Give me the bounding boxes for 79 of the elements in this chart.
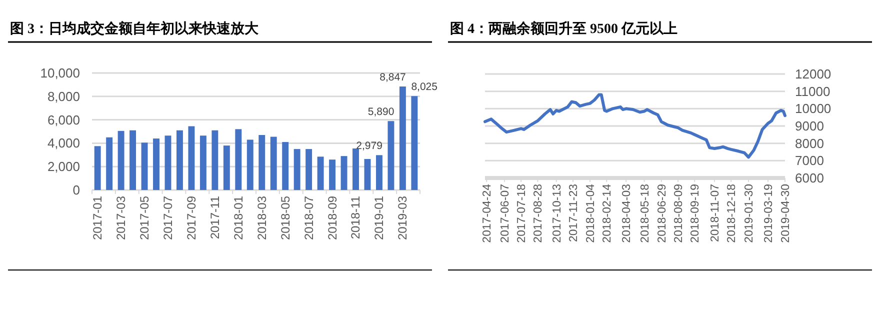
y-tick-label: 6,000 bbox=[47, 112, 80, 128]
x-tick-label: 2018-05-18 bbox=[639, 184, 652, 243]
x-tick-label: 2019-03-19 bbox=[762, 184, 775, 243]
x-tick-label: 2019-01-30 bbox=[744, 184, 756, 243]
x-tick-label: 2018-05 bbox=[278, 196, 292, 240]
data-label: 8,025 bbox=[411, 81, 438, 94]
bar bbox=[164, 136, 172, 190]
bar bbox=[388, 121, 394, 190]
x-tick-label: 2019-01 bbox=[372, 196, 386, 240]
bar bbox=[141, 142, 148, 190]
x-tick-label: 2017-01 bbox=[90, 196, 105, 240]
x-tick-label: 2017-09 bbox=[184, 196, 198, 240]
data-label: 5,890 bbox=[368, 106, 394, 118]
chart-title: 图 4：两融余额回升至 9500 亿元以上 bbox=[450, 20, 678, 37]
x-tick-label: 2018-04-03 bbox=[621, 184, 634, 243]
x-tick-label: 2018-11-07 bbox=[709, 184, 722, 242]
x-tick-label: 2018-02-14 bbox=[602, 183, 614, 243]
bar bbox=[340, 156, 348, 190]
y-tick-label: 2,000 bbox=[47, 159, 80, 174]
bar bbox=[246, 140, 254, 190]
y-tick-label: 12000 bbox=[795, 66, 832, 82]
x-tick-label: 2017-05 bbox=[138, 196, 152, 240]
y-tick-label: 9000 bbox=[795, 118, 824, 134]
x-tick-label: 2018-03 bbox=[254, 196, 269, 240]
bar bbox=[130, 130, 136, 190]
x-tick-label: 2018-06-29 bbox=[656, 184, 668, 243]
y-tick-label: 11000 bbox=[795, 84, 830, 99]
x-tick-label: 2017-11 bbox=[208, 196, 222, 240]
bar bbox=[294, 149, 300, 190]
x-tick-label: 2018-09-19 bbox=[690, 184, 702, 243]
bar bbox=[317, 156, 324, 190]
data-label: 2,979 bbox=[356, 140, 383, 152]
y-tick-label: 10000 bbox=[795, 101, 832, 116]
bar bbox=[329, 160, 336, 190]
x-tick-label: 2017-11-23 bbox=[568, 184, 580, 242]
x-tick-label: 2018-01 bbox=[231, 196, 246, 240]
bar bbox=[223, 146, 230, 190]
bar bbox=[106, 137, 113, 190]
bar bbox=[364, 158, 371, 190]
x-tick-label: 2018-12-18 bbox=[726, 184, 738, 243]
x-tick-label: 2017-06-07 bbox=[499, 184, 512, 243]
data-label: 8,847 bbox=[380, 71, 406, 84]
x-tick-label: 2018-11 bbox=[348, 196, 363, 240]
bar bbox=[235, 129, 242, 190]
x-tick-label: 2017-07 bbox=[160, 196, 175, 240]
x-tick-label: 2017-10-13 bbox=[551, 184, 564, 243]
chart-title: 图 3：日均成交金额自年初以来快速放大 bbox=[10, 20, 260, 37]
x-tick-label: 2018-01-04 bbox=[585, 183, 597, 243]
bar bbox=[176, 130, 183, 190]
bar bbox=[153, 138, 160, 190]
y-tick-label: 0 bbox=[72, 182, 80, 198]
bar bbox=[118, 130, 124, 190]
x-tick-label: 2017-03 bbox=[114, 196, 128, 240]
x-tick-label: 2018-07 bbox=[302, 196, 316, 240]
bar bbox=[270, 136, 277, 190]
x-tick-label: 2017-04-24 bbox=[482, 183, 494, 243]
bar bbox=[188, 126, 195, 190]
y-tick-label: 6000 bbox=[795, 170, 824, 186]
x-tick-label: 2018-08-09 bbox=[672, 184, 685, 243]
line-series bbox=[484, 93, 786, 159]
bar bbox=[258, 135, 266, 190]
x-tick-label: 2019-03 bbox=[396, 196, 410, 240]
bar bbox=[212, 130, 218, 190]
y-tick-label: 8000 bbox=[795, 136, 824, 151]
bar bbox=[411, 96, 418, 190]
bar bbox=[399, 86, 406, 190]
bar bbox=[376, 155, 382, 190]
bar bbox=[200, 136, 206, 190]
x-tick-label: 2017-07-18 bbox=[516, 184, 528, 243]
y-tick-label: 8,000 bbox=[47, 88, 80, 104]
x-tick-label: 2019-04-30 bbox=[780, 184, 792, 243]
bar bbox=[282, 142, 289, 190]
y-tick-label: 4,000 bbox=[47, 136, 80, 151]
x-tick-label: 2018-09 bbox=[325, 196, 340, 240]
bar bbox=[94, 146, 101, 190]
y-tick-label: 7000 bbox=[795, 153, 824, 168]
y-tick-label: 10,000 bbox=[40, 66, 80, 80]
x-tick-label: 2017-08-28 bbox=[532, 184, 545, 243]
bar bbox=[306, 149, 312, 190]
